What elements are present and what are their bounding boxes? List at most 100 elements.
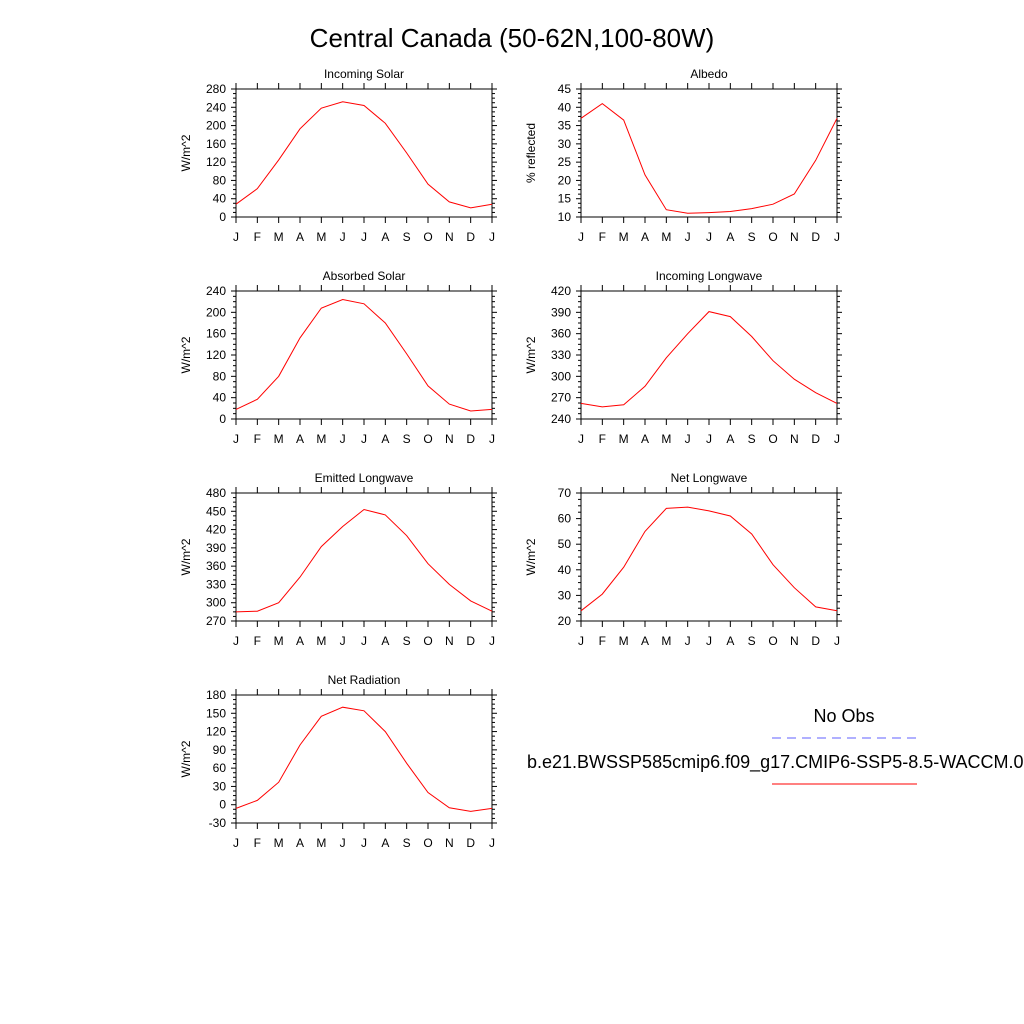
y-tick-label: 40 [213, 192, 227, 206]
y-tick-label: 180 [206, 688, 226, 702]
x-tick-label: F [254, 432, 261, 446]
x-tick-label: A [641, 634, 649, 648]
x-tick-label: J [361, 836, 367, 850]
y-axis-label: W/m^2 [524, 538, 538, 575]
x-tick-label: M [619, 432, 629, 446]
y-tick-label: 30 [558, 588, 572, 602]
y-tick-label: 480 [206, 486, 226, 500]
panel-0: Incoming Solar W/m^2 0 40 80 120 160 200 240 280 J… [179, 67, 497, 244]
x-tick-label: M [619, 634, 629, 648]
x-tick-label: A [381, 230, 389, 244]
panel-title: Incoming Longwave [656, 269, 763, 283]
x-tick-label: A [641, 432, 649, 446]
x-tick-label: S [748, 634, 756, 648]
x-tick-label: M [316, 634, 326, 648]
y-tick-label: 300 [206, 596, 226, 610]
y-tick-label: 270 [551, 391, 571, 405]
x-tick-label: J [834, 634, 840, 648]
y-tick-label: 240 [206, 100, 226, 114]
x-tick-label: F [599, 634, 606, 648]
y-tick-label: 10 [558, 210, 572, 224]
y-tick-label: 40 [558, 563, 572, 577]
x-tick-label: A [296, 432, 304, 446]
x-tick-label: J [489, 836, 495, 850]
y-tick-label: 0 [219, 412, 226, 426]
x-tick-label: J [233, 634, 239, 648]
x-tick-label: J [834, 230, 840, 244]
x-tick-label: S [748, 432, 756, 446]
panel-4: Emitted Longwave W/m^2 270 300 330 360 390 420 4… [179, 471, 497, 648]
y-tick-label: 60 [213, 761, 227, 775]
x-tick-label: N [790, 230, 799, 244]
x-tick-label: D [811, 230, 820, 244]
y-tick-label: 360 [206, 559, 226, 573]
x-tick-label: J [706, 432, 712, 446]
y-tick-label: 80 [213, 173, 227, 187]
y-axis-label: W/m^2 [179, 740, 193, 777]
y-tick-label: 360 [551, 327, 571, 341]
y-tick-label: 25 [558, 155, 572, 169]
x-tick-label: J [685, 634, 691, 648]
x-tick-label: O [768, 230, 777, 244]
plot-frame [235, 88, 493, 218]
y-tick-label: 390 [206, 541, 226, 555]
y-tick-label: 0 [219, 798, 226, 812]
y-tick-label: 45 [558, 82, 572, 96]
y-tick-label: 160 [206, 137, 226, 151]
y-tick-label: 90 [213, 743, 227, 757]
x-tick-label: J [489, 634, 495, 648]
x-tick-label: J [340, 432, 346, 446]
x-tick-label: F [254, 230, 261, 244]
x-tick-label: M [274, 634, 284, 648]
y-axis-label: W/m^2 [524, 336, 538, 373]
y-tick-label: 120 [206, 155, 226, 169]
x-tick-label: O [423, 230, 432, 244]
x-tick-label: A [641, 230, 649, 244]
panel-title: Albedo [690, 67, 728, 81]
x-tick-label: J [489, 432, 495, 446]
x-tick-label: A [726, 634, 734, 648]
x-tick-label: J [233, 230, 239, 244]
y-tick-label: 30 [558, 137, 572, 151]
y-axis-label: W/m^2 [179, 336, 193, 373]
x-tick-label: N [445, 230, 454, 244]
y-tick-label: 330 [206, 577, 226, 591]
x-tick-label: A [726, 432, 734, 446]
y-tick-label: 15 [558, 192, 572, 206]
x-tick-label: O [423, 836, 432, 850]
x-tick-label: J [578, 634, 584, 648]
x-tick-label: J [578, 432, 584, 446]
x-tick-label: N [790, 634, 799, 648]
y-tick-label: 330 [551, 348, 571, 362]
x-tick-label: M [661, 432, 671, 446]
x-tick-label: J [834, 432, 840, 446]
x-tick-label: A [296, 230, 304, 244]
plot-frame [580, 492, 838, 622]
series-line-0 [235, 101, 493, 209]
y-tick-label: 160 [206, 327, 226, 341]
x-tick-label: A [726, 230, 734, 244]
y-tick-label: 240 [206, 284, 226, 298]
y-tick-label: 30 [213, 779, 227, 793]
x-tick-label: F [254, 836, 261, 850]
y-tick-label: 20 [558, 614, 572, 628]
panel-title: Absorbed Solar [323, 269, 406, 283]
x-tick-label: A [381, 836, 389, 850]
panel-title: Incoming Solar [324, 67, 404, 81]
x-tick-label: S [403, 230, 411, 244]
x-tick-label: M [619, 230, 629, 244]
x-tick-label: J [706, 634, 712, 648]
x-tick-label: A [381, 634, 389, 648]
x-tick-label: J [340, 634, 346, 648]
x-tick-label: J [361, 634, 367, 648]
plot-frame [580, 88, 838, 218]
x-tick-label: S [748, 230, 756, 244]
x-tick-label: O [768, 432, 777, 446]
y-tick-label: 40 [558, 100, 572, 114]
series-line-0 [235, 298, 493, 412]
y-tick-label: 60 [558, 512, 572, 526]
y-axis-label: % reflected [524, 123, 538, 183]
y-tick-label: 80 [213, 369, 227, 383]
plot-frame [235, 694, 493, 824]
x-tick-label: D [466, 230, 475, 244]
